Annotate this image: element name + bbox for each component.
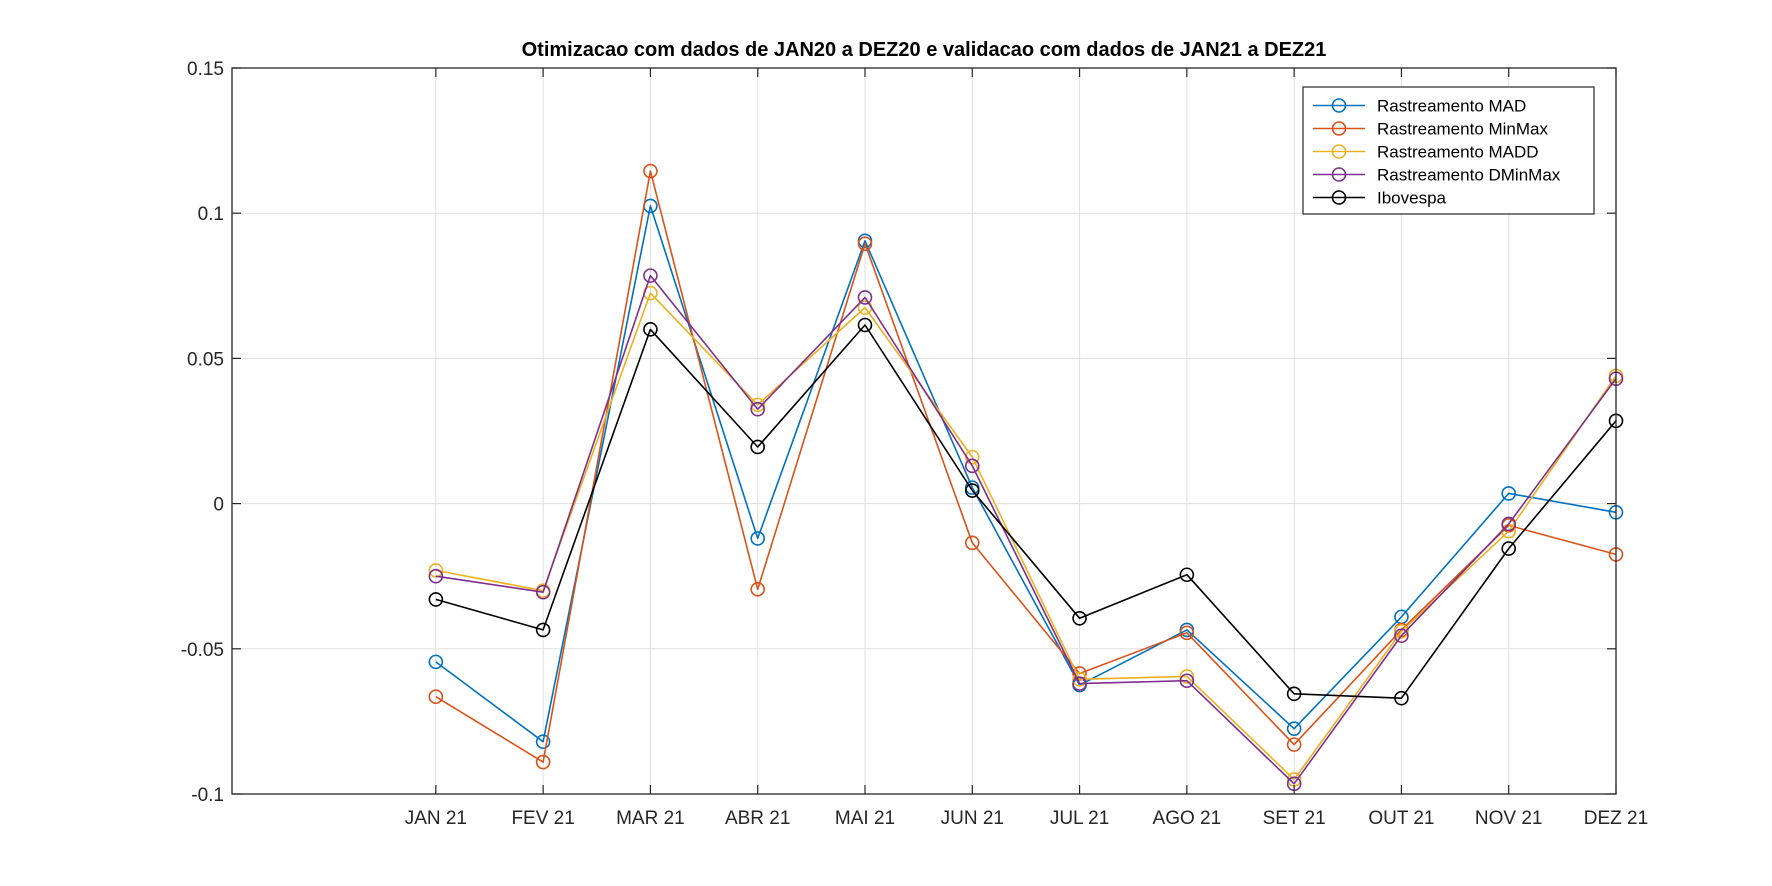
y-tick-label: -0.05	[181, 640, 224, 661]
data-point	[535, 754, 551, 770]
data-point	[428, 654, 444, 670]
legend-swatch-marker	[1331, 144, 1347, 159]
series-line	[435, 205, 1617, 743]
legend-swatch-marker	[1331, 98, 1347, 113]
x-tick-label: JUL 21	[1050, 808, 1110, 829]
data-point	[750, 439, 766, 455]
x-tick-label: JUN 21	[941, 808, 1004, 829]
series-group	[428, 163, 1624, 770]
data-point	[964, 458, 980, 474]
data-point	[428, 568, 444, 584]
data-point	[1394, 628, 1409, 644]
axis-ticks: JAN 21 FEV 21 MAR 21 ABR 21 MAI 21 JUN 21 JUL …	[181, 59, 1649, 829]
data-point	[964, 535, 980, 551]
data-point	[964, 449, 980, 465]
legend-label: Ibovespa	[1377, 189, 1447, 208]
legend-swatch-marker	[1331, 121, 1347, 136]
data-point	[1394, 624, 1409, 639]
legend-box	[1302, 86, 1595, 215]
x-tick-label: NOV 21	[1475, 808, 1543, 829]
series-line	[435, 292, 1617, 781]
data-point	[1072, 611, 1087, 626]
data-point	[1286, 686, 1302, 702]
plot-frame	[231, 67, 1617, 795]
data-point	[535, 584, 551, 600]
chart-title: Otimizacao com dados de JAN20 a DEZ20 e …	[522, 39, 1327, 61]
legend-swatch-marker	[1331, 190, 1347, 205]
data-point	[1286, 721, 1302, 736]
legend-label: Rastreamento DMinMax	[1377, 166, 1561, 185]
data-point	[857, 290, 873, 305]
data-point	[1501, 486, 1517, 501]
series-line	[435, 274, 1617, 785]
data-point	[750, 581, 766, 597]
data-point	[535, 622, 551, 638]
data-point	[750, 401, 766, 417]
x-tick-label: MAR 21	[616, 808, 685, 829]
data-point	[1286, 737, 1302, 752]
data-point	[428, 689, 444, 705]
series-line	[435, 324, 1617, 700]
data-point	[750, 397, 766, 413]
data-point	[643, 163, 658, 179]
data-point	[1179, 567, 1195, 583]
data-point	[1179, 625, 1195, 641]
x-tick-label: DEZ 21	[1584, 808, 1648, 829]
legend-swatch-marker	[1331, 167, 1347, 182]
data-point	[1501, 516, 1517, 532]
series-layer	[428, 163, 1624, 792]
x-tick-label: FEV 21	[511, 808, 574, 829]
data-point	[643, 268, 658, 283]
data-point	[1179, 673, 1195, 689]
legend-label: Rastreamento MinMax	[1377, 120, 1549, 139]
y-tick-label: 0.1	[198, 204, 224, 225]
x-tick-label: ABR 21	[725, 808, 790, 829]
data-point	[535, 734, 551, 750]
data-point	[1072, 671, 1087, 687]
legend-label: Rastreamento MAD	[1377, 97, 1526, 116]
data-point	[857, 317, 873, 333]
data-point	[1072, 676, 1087, 691]
x-tick-label: AGO 21	[1153, 808, 1222, 829]
x-tick-label: JAN 21	[405, 808, 467, 829]
data-point	[428, 592, 444, 607]
y-tick-label: 0.15	[187, 59, 224, 80]
legend-label: Rastreamento MADD	[1377, 143, 1539, 162]
y-tick-label: 0.05	[187, 349, 224, 370]
data-point	[1394, 690, 1409, 706]
data-point	[1501, 541, 1517, 556]
data-point	[857, 236, 873, 251]
x-tick-label: MAI 21	[835, 808, 895, 829]
legend: Rastreamento MAD Rastreamento MinMax Rastr…	[1302, 86, 1595, 215]
data-point	[643, 322, 658, 337]
x-tick-label: OUT 21	[1368, 808, 1434, 829]
data-point	[1179, 669, 1195, 684]
series-group	[428, 317, 1624, 706]
y-tick-label: 0	[213, 495, 224, 516]
data-point	[750, 531, 766, 546]
x-tick-label: SET 21	[1263, 808, 1326, 829]
data-point	[964, 483, 980, 498]
y-tick-label: -0.1	[191, 785, 224, 806]
series-line	[435, 170, 1617, 763]
